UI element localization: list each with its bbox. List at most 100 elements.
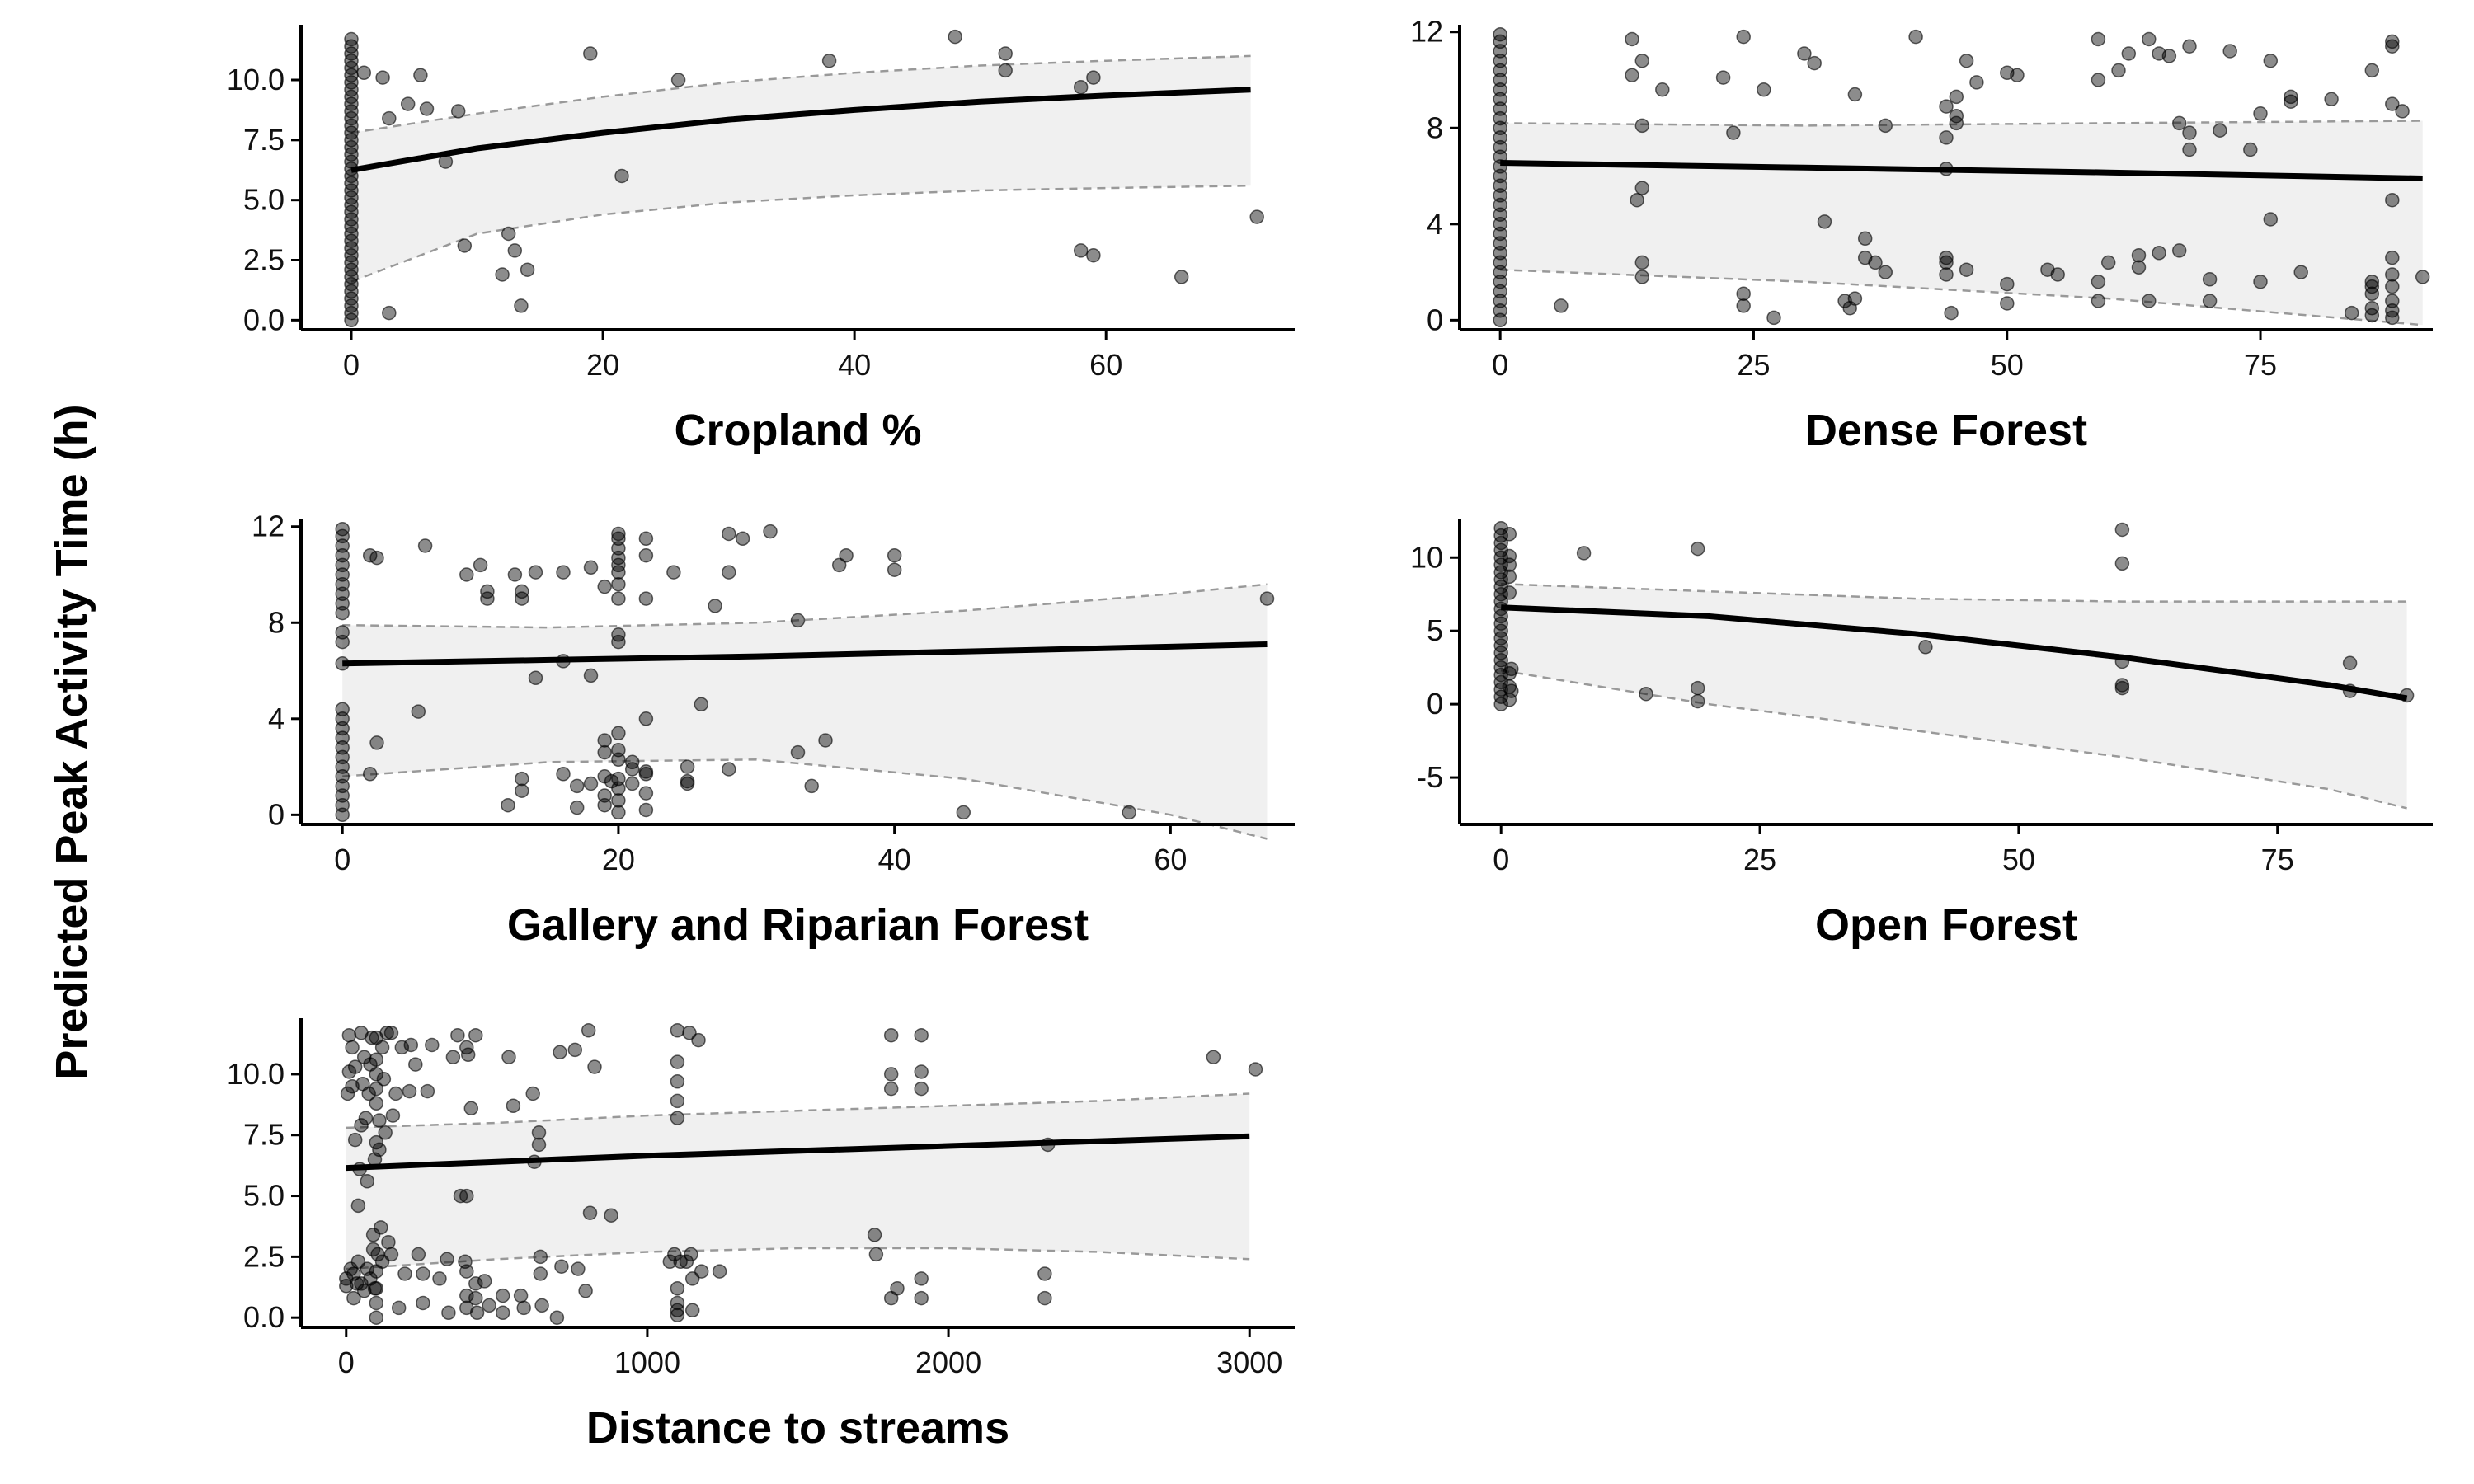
data-point [2395, 104, 2410, 119]
y-tick-label: 5.0 [243, 1179, 285, 1213]
data-point [344, 31, 359, 47]
data-point [420, 1083, 435, 1099]
x-tick-label: 40 [838, 348, 871, 382]
data-point [507, 243, 523, 258]
y-tick-label: 12 [1410, 15, 1443, 49]
data-point [582, 1205, 598, 1220]
data-point [369, 1281, 384, 1296]
data-point [1655, 82, 1670, 97]
data-point [385, 1108, 401, 1123]
data-point [391, 1300, 407, 1316]
data-point [583, 776, 599, 791]
x-tick-label: 0 [338, 1345, 355, 1379]
x-axis-title: Distance to streams [586, 1403, 1009, 1453]
panel-2: 0 25 50 75 0 4 8 12 Dense Forest [1410, 15, 2433, 455]
panel-4: 0 25 50 75 -5 0 5 10 Open Forest [1410, 519, 2433, 950]
data-point [369, 1295, 384, 1311]
data-point [345, 1078, 360, 1094]
lower-ci-line [342, 758, 1268, 840]
data-point [1086, 247, 1101, 263]
data-point [372, 1113, 387, 1128]
lower-ci-line [1500, 669, 2407, 810]
x-axis-title: Cropland % [674, 406, 921, 455]
data-point [450, 104, 466, 119]
data-point [501, 797, 515, 813]
data-point [369, 1067, 384, 1082]
data-point [597, 733, 612, 748]
data-point [670, 1111, 685, 1125]
data-point [441, 1305, 456, 1321]
data-point [339, 1279, 354, 1294]
data-point [1259, 591, 1275, 606]
data-point [556, 565, 571, 580]
data-point [1174, 270, 1189, 284]
data-point [2171, 243, 2187, 258]
data-point [520, 262, 535, 277]
data-point [495, 1288, 510, 1303]
panel-5: 0 1000 2000 3000 0.0 2.5 5.0 7.5 10.0 Distance to… [227, 1018, 1295, 1453]
data-point [2385, 39, 2400, 54]
y-tick-label: 8 [268, 605, 285, 639]
data-point [515, 584, 529, 599]
x-tick-label: 60 [1154, 843, 1187, 876]
data-point [1868, 255, 1883, 270]
y-tick-label: 2.5 [243, 243, 285, 277]
lower-ci-line [346, 1247, 1250, 1270]
data-point [369, 1052, 384, 1067]
data-point [821, 53, 837, 68]
data-point [360, 1174, 375, 1189]
data-point [365, 1228, 381, 1242]
data-point [1959, 53, 1974, 68]
data-point [611, 576, 626, 592]
data-point [2182, 125, 2197, 140]
fit-line [342, 641, 1268, 667]
data-point [611, 742, 626, 758]
data-point [383, 1025, 399, 1040]
data-point [722, 565, 736, 580]
data-point [1939, 99, 1954, 114]
data-point [883, 1067, 899, 1082]
data-point [2000, 296, 2015, 311]
data-point [344, 139, 359, 155]
y-tick-label: 5 [1427, 613, 1443, 647]
data-point [2114, 522, 2130, 538]
y-tick-label: 0.0 [243, 1300, 285, 1334]
data-point [549, 1310, 565, 1325]
data-point [425, 1037, 440, 1053]
data-point [2202, 272, 2218, 287]
data-point [347, 1132, 363, 1148]
data-point [369, 1134, 384, 1150]
data-point [347, 1059, 363, 1074]
fit-line [1500, 160, 2423, 181]
data-point [1634, 53, 1650, 68]
data-point [1857, 231, 1873, 247]
data-point [691, 1032, 706, 1048]
data-point [1939, 130, 1954, 145]
data-point [1878, 265, 1893, 279]
data-point [432, 1271, 447, 1286]
y-tick-label: 5.0 [243, 183, 285, 217]
data-point [2324, 92, 2339, 107]
data-point [1726, 125, 1741, 140]
data-point [382, 305, 397, 321]
data-point [2114, 556, 2130, 571]
data-point [1037, 1290, 1052, 1306]
data-point [445, 1050, 461, 1064]
data-point [369, 1096, 384, 1111]
data-point [1736, 286, 1751, 302]
data-point [1939, 267, 1954, 282]
x-tick-label: 0 [334, 843, 350, 876]
data-point [2415, 270, 2430, 284]
data-point [344, 212, 359, 227]
data-point [1493, 535, 1508, 551]
data-point [666, 565, 681, 580]
data-point [611, 526, 626, 542]
data-point [2385, 192, 2400, 208]
data-point [2050, 267, 2065, 282]
data-point [457, 238, 473, 253]
data-point [679, 1254, 694, 1270]
data-point [1073, 243, 1089, 258]
data-point [611, 805, 626, 820]
data-point [340, 1086, 355, 1101]
data-point [515, 783, 529, 798]
